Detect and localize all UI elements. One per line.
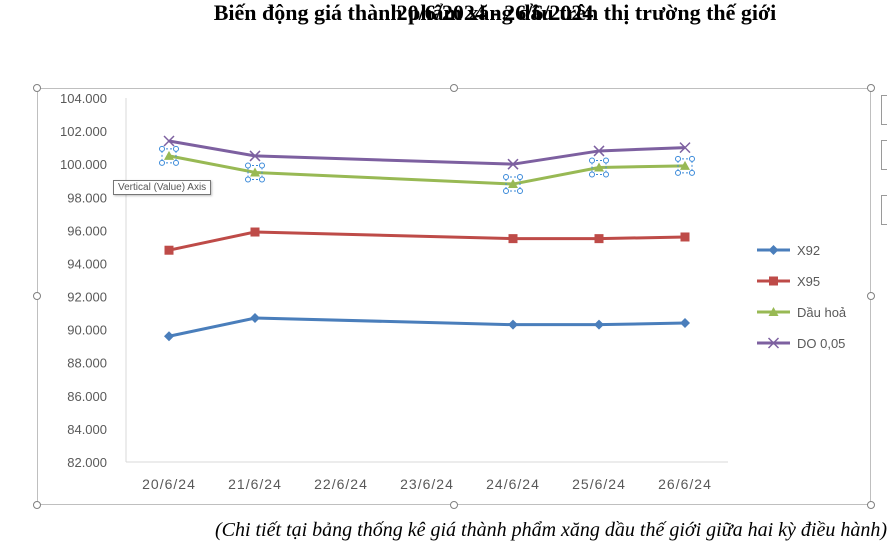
series-line-0[interactable] (168, 316, 686, 338)
y-tick-label: 90.000 (67, 323, 107, 338)
selection-handle (245, 176, 251, 183)
selection-handle (589, 157, 595, 164)
resize-handle-top-left[interactable] (33, 84, 41, 92)
selection-handle (503, 174, 509, 181)
selection-handle (675, 169, 681, 176)
data-point-square (164, 245, 174, 255)
side-toolbar-edge (881, 195, 887, 225)
resize-handle-middle-right[interactable] (867, 292, 875, 300)
selection-handle (517, 174, 523, 181)
y-tick-label: 94.000 (67, 256, 107, 271)
data-point-square (680, 232, 690, 242)
chart-title-line2: 20/6/2024 - 26/6/2024 (396, 0, 594, 25)
data-point-triangle (250, 167, 260, 177)
legend-label: X92 (797, 243, 820, 258)
y-tick-label: 102.000 (60, 124, 107, 139)
x-tick-label: 25/6/24 (572, 476, 626, 492)
y-tick-label: 96.000 (67, 223, 107, 238)
selection-handle (603, 171, 609, 178)
selection-handle (675, 155, 681, 162)
data-point-x (163, 135, 175, 147)
resize-handle-top-right[interactable] (867, 84, 875, 92)
selection-handle (589, 171, 595, 178)
selection-box (247, 164, 263, 180)
legend-label: Dầu hoả (797, 305, 847, 320)
chart-title-line1: Biến động giá thành phẩm xăng dầu trên t… (213, 0, 777, 25)
data-point-diamond (768, 245, 779, 255)
data-point-square (250, 227, 260, 237)
data-point-triangle (594, 162, 604, 172)
data-point-square (769, 276, 778, 286)
selection-handle (689, 155, 695, 162)
selection-handle (159, 145, 165, 152)
data-point-x (593, 145, 605, 157)
y-tick-label: 100.000 (60, 157, 107, 172)
selection-box (505, 176, 521, 192)
x-tick-label: 23/6/24 (400, 476, 454, 492)
y-tick-label: 104.000 (60, 91, 107, 106)
selection-handle (173, 159, 179, 166)
resize-handle-top-middle[interactable] (450, 84, 458, 92)
selection-handle (159, 159, 165, 166)
data-point-diamond (508, 319, 518, 330)
selection-box (591, 159, 607, 175)
legend-label: X95 (797, 274, 820, 289)
resize-handle-middle-left[interactable] (33, 292, 41, 300)
selection-handle (173, 145, 179, 152)
x-tick-label: 26/6/24 (658, 476, 712, 492)
selection-handle (503, 188, 509, 195)
selection-handle (259, 176, 265, 183)
data-point-diamond (250, 313, 260, 324)
axis-tooltip: Vertical (Value) Axis (113, 180, 212, 195)
data-point-diamond (164, 331, 174, 342)
y-tick-label: 84.000 (67, 422, 107, 437)
resize-handle-bottom-middle[interactable] (450, 501, 458, 509)
resize-handle-bottom-right[interactable] (867, 501, 875, 509)
data-point-triangle (508, 179, 518, 189)
y-tick-label: 86.000 (67, 389, 107, 404)
legend-label: DO 0,05 (797, 336, 845, 351)
data-point-diamond (594, 319, 604, 330)
series-line-1[interactable] (168, 230, 686, 252)
data-point-square (594, 234, 604, 244)
data-point-x (679, 142, 691, 154)
data-point-diamond (680, 318, 690, 329)
selection-box (677, 158, 693, 174)
side-toolbar-edge (881, 140, 887, 170)
selection-handle (259, 162, 265, 169)
data-point-square (508, 234, 518, 244)
selection-handle (689, 169, 695, 176)
data-point-x (767, 337, 780, 349)
data-point-x (507, 158, 519, 170)
data-point-triangle (768, 307, 779, 316)
chart-caption: (Chi tiết tại bảng thống kê giá thành ph… (214, 519, 887, 541)
y-tick-label: 98.000 (67, 190, 107, 205)
x-tick-label: 22/6/24 (314, 476, 368, 492)
side-toolbar-edge (881, 95, 887, 125)
x-tick-label: 21/6/24 (228, 476, 282, 492)
selection-box (161, 148, 177, 164)
selection-handle (603, 157, 609, 164)
y-tick-label: 82.000 (67, 455, 107, 470)
selection-handle (517, 188, 523, 195)
y-tick-label: 92.000 (67, 290, 107, 305)
data-point-triangle (164, 150, 174, 160)
data-point-x (249, 150, 261, 162)
x-tick-label: 20/6/24 (142, 476, 196, 492)
selection-handle (245, 162, 251, 169)
resize-handle-bottom-left[interactable] (33, 501, 41, 509)
data-point-triangle (680, 160, 690, 170)
x-tick-label: 24/6/24 (486, 476, 540, 492)
y-tick-label: 88.000 (67, 356, 107, 371)
